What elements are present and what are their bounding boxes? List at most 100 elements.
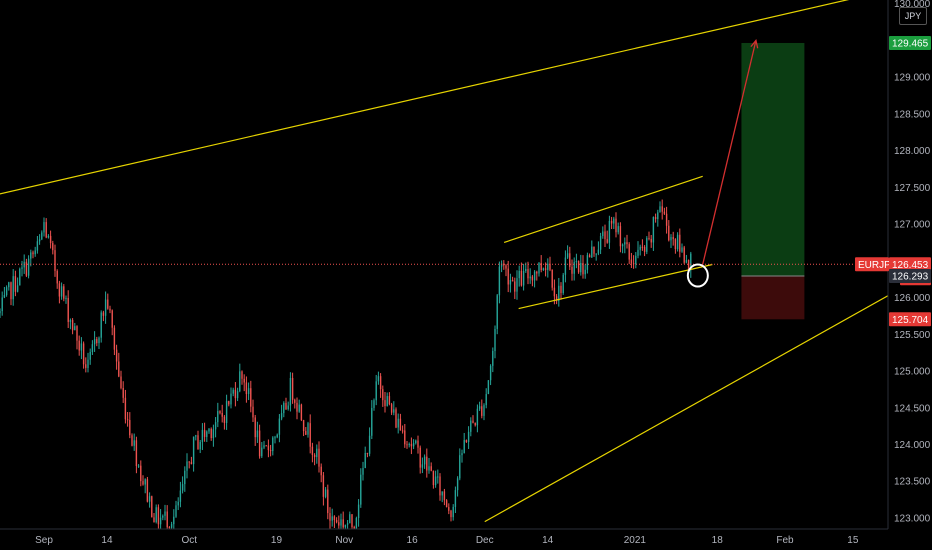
candle-body (316, 448, 318, 458)
candle-body (52, 243, 54, 251)
candle-body (76, 326, 78, 341)
candle-body (652, 217, 655, 243)
currency-button[interactable]: JPY (899, 7, 927, 25)
x-tick-label: 2021 (624, 535, 647, 546)
candle-body (58, 283, 61, 297)
entry-tag: 126.293 (892, 272, 929, 283)
candle-body (606, 239, 608, 243)
candle-body (604, 231, 606, 240)
candle-body (608, 220, 611, 243)
candle-body (278, 418, 281, 435)
candle-body (547, 263, 549, 270)
candle-body (175, 505, 177, 517)
y-tick-label: 124.500 (894, 403, 931, 414)
candle-body (586, 255, 589, 270)
candle-body (349, 514, 351, 524)
entry-tag-bg (889, 269, 931, 284)
candle-body (564, 257, 567, 275)
candle-body (635, 255, 637, 265)
candle-body (500, 263, 503, 267)
symbol-tag: EURJPY (858, 260, 898, 271)
candle-body (10, 282, 12, 300)
candle-body (452, 506, 454, 518)
x-tick-label: Sep (35, 535, 53, 546)
candle-body (481, 406, 483, 416)
candle-body (465, 440, 468, 443)
candle-body (342, 519, 344, 528)
candle-body (16, 285, 19, 292)
candle-body (188, 461, 190, 463)
candle-body (630, 259, 633, 264)
stop-tag-bg (889, 312, 931, 327)
candle-body (599, 236, 602, 250)
candle-body (146, 479, 149, 502)
candle-body (641, 246, 644, 248)
x-tick-label: Dec (476, 535, 494, 546)
candle-body (54, 250, 56, 271)
candle-body (626, 242, 628, 245)
candle-body (615, 218, 617, 233)
candle-body (221, 413, 223, 417)
candle-body (432, 470, 435, 486)
candle-body (168, 527, 171, 529)
candle-body (472, 420, 474, 423)
candle-body (177, 501, 179, 506)
candle-body (135, 440, 138, 467)
candle-body (109, 308, 111, 311)
candle-body (225, 401, 228, 423)
candle-body (639, 246, 641, 250)
candle-body (203, 429, 206, 437)
position-zones (741, 42, 805, 320)
candle-body (362, 467, 364, 475)
candle-body (415, 440, 417, 444)
y-tick-label: 123.500 (894, 477, 931, 488)
candle-body (234, 389, 237, 399)
candle-body (82, 343, 85, 365)
candle-body (654, 217, 657, 220)
candle-body (584, 269, 586, 275)
candle-body (668, 225, 670, 241)
candle-body (428, 466, 430, 471)
stop-zone[interactable] (741, 276, 805, 320)
candle-body (621, 244, 624, 247)
forecast-arrow[interactable] (702, 40, 757, 265)
candle-body (173, 516, 175, 525)
candle-body (96, 339, 98, 344)
candle-body (241, 371, 243, 379)
candle-body (142, 481, 144, 485)
candle-body (236, 391, 239, 399)
candle-body (454, 490, 457, 507)
candle-body (439, 476, 441, 496)
candle-body (333, 516, 336, 521)
candle-body (511, 280, 514, 282)
circle-marker[interactable] (686, 263, 709, 288)
candle-body (375, 381, 377, 401)
y-tick-label: 126.000 (894, 293, 931, 304)
candle-body (474, 422, 476, 426)
trendline[interactable] (518, 263, 713, 310)
candle-body (514, 281, 516, 292)
candle-body (522, 271, 525, 286)
candle-body (47, 235, 50, 238)
candle-body (531, 276, 534, 281)
trendline[interactable] (0, 0, 863, 231)
candle-body (650, 238, 652, 243)
candle-body (243, 378, 245, 383)
y-tick-label: 123.000 (894, 513, 931, 524)
candle-body (148, 496, 151, 502)
candle-body (377, 376, 380, 382)
candle-body (368, 435, 371, 454)
trendline[interactable] (503, 175, 703, 244)
target-zone[interactable] (741, 42, 805, 277)
candle-body (8, 282, 10, 288)
x-tick-label: 14 (101, 535, 113, 546)
candle-body (280, 413, 283, 419)
candle-body (410, 443, 413, 447)
x-tick-label: 14 (542, 535, 554, 546)
candle-body (12, 276, 14, 300)
trendline[interactable] (484, 282, 912, 523)
candle-body (230, 393, 232, 405)
candle-body (318, 448, 320, 467)
candle-body (289, 377, 292, 406)
